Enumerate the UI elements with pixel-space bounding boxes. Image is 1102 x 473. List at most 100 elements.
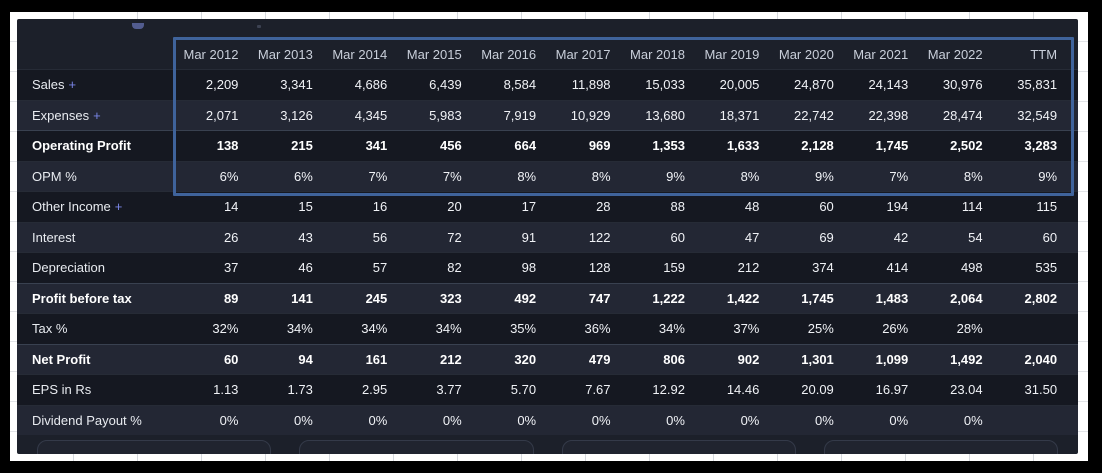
value-cell: 141 (291, 290, 313, 306)
value-cell: 28% (956, 321, 983, 337)
value-cell: 22,742 (794, 107, 834, 123)
expand-plus-icon[interactable]: + (114, 199, 123, 215)
value-cell: 1,353 (652, 138, 685, 154)
table-row: Interest 26 43 56 72 91 122 60 47 69 42 54 60 (17, 221, 1078, 252)
row-label: Interest (17, 230, 176, 245)
growth-cards-row (37, 440, 1058, 454)
value-cell: 1,745 (875, 138, 909, 154)
expand-plus-icon[interactable]: + (93, 107, 101, 123)
value-cell: 23.04 (950, 382, 983, 398)
value-cell (995, 321, 1069, 336)
value-cell: 535 (1035, 260, 1058, 276)
value-cell: 57 (372, 260, 388, 276)
value-cell: 91 (521, 229, 537, 245)
value-cell: 7% (889, 168, 909, 184)
value-cell: 969 (588, 138, 611, 154)
value-cell: 7% (442, 168, 462, 184)
value-cell: 16 (372, 199, 388, 215)
value-cell: 24,870 (794, 77, 834, 93)
table-row: Depreciation 37 46 57 82 98 128 159 212 374 414 498… (17, 252, 1078, 283)
value-cell: 36% (584, 321, 611, 337)
value-cell: 374 (812, 260, 834, 276)
value-cell: 1,422 (726, 290, 760, 306)
value-cell: 0% (815, 412, 834, 428)
column-header: Mar 2013 (257, 46, 313, 62)
row-label-text: Other Income (32, 199, 111, 215)
value-cell: 3.77 (436, 382, 462, 398)
value-cell (995, 413, 1069, 428)
value-cell: 341 (365, 138, 388, 154)
value-cell: 1,222 (652, 290, 685, 306)
row-label[interactable]: Sales + (17, 77, 176, 92)
row-label: EPS in Rs (17, 382, 176, 397)
value-cell: 15,033 (645, 77, 685, 93)
cropped-glyph (132, 23, 144, 29)
value-cell: 24,143 (868, 77, 909, 93)
value-cell: 0% (889, 412, 909, 428)
growth-card-stub (823, 440, 1058, 454)
value-cell: 28,474 (942, 107, 983, 123)
row-label: Operating Profit (17, 138, 176, 153)
value-cell: 0% (740, 412, 760, 428)
cropped-glyph (257, 25, 261, 28)
value-cell: 34% (286, 321, 313, 337)
value-cell: 212 (439, 351, 462, 367)
value-cell: 3,126 (280, 107, 313, 123)
value-cell: 56 (372, 229, 388, 245)
value-cell: 0% (666, 412, 685, 428)
value-cell: 89 (223, 290, 239, 306)
value-cell: 245 (365, 290, 388, 306)
row-label: OPM % (17, 169, 176, 184)
value-cell: 115 (1036, 199, 1058, 215)
value-cell: 492 (514, 290, 537, 306)
value-cell: 4,345 (354, 107, 388, 123)
value-cell: 48 (744, 199, 760, 215)
value-cell: 15 (298, 199, 313, 215)
profit-loss-table-panel: Mar 2012 Mar 2013 Mar 2014 Mar 2015 Mar 2016… (17, 19, 1078, 454)
value-cell: 2,502 (950, 138, 983, 154)
value-cell: 8% (740, 168, 760, 184)
row-label-text: Profit before tax (32, 290, 132, 306)
value-cell: 32,549 (1017, 107, 1058, 123)
value-cell: 7.67 (585, 382, 611, 398)
value-cell: 12.92 (652, 382, 685, 398)
value-cell: 9% (815, 168, 834, 184)
value-cell: 128 (588, 260, 611, 276)
value-cell: 10,929 (570, 107, 611, 123)
value-cell: 20.09 (801, 382, 834, 398)
value-cell: 94 (298, 351, 313, 367)
value-cell: 2,040 (1024, 351, 1058, 367)
value-cell: 138 (216, 138, 239, 154)
value-cell: 161 (365, 351, 388, 367)
table-row: Sales +2,209 3,341 4,686 6,439 8,584 11,898 15,… (17, 69, 1078, 100)
value-cell: 1,745 (801, 290, 834, 306)
table-row: EPS in Rs 1.13 1.73 2.95 3.77 5.70 7.67 12.92 14… (17, 374, 1078, 405)
value-cell: 18,371 (719, 107, 760, 123)
value-cell: 320 (514, 351, 537, 367)
value-cell: 37% (733, 321, 760, 337)
expand-plus-icon[interactable]: + (68, 77, 77, 93)
value-cell: 8% (963, 168, 983, 184)
value-cell: 0% (294, 412, 313, 428)
value-cell: 20,005 (719, 77, 760, 93)
table-row: Expenses +2,071 3,126 4,345 5,983 7,919 10,929… (17, 99, 1078, 130)
table-row: Operating Profit 138 215 341 456 664 969 1,353 1… (17, 130, 1078, 161)
value-cell: 7,919 (503, 107, 537, 123)
value-cell: 17 (521, 199, 537, 215)
value-cell: 9% (666, 168, 685, 184)
table-row: Other Income +14 15 16 20 17 28 88 48 60 194 114 115 (17, 191, 1078, 222)
value-cell: 26% (882, 321, 909, 337)
column-header: Mar 2018 (630, 46, 685, 62)
table-row: OPM % 6% 6% 7% 7% 8% 8% 9% 8% 9% 7% 8% 9% (17, 160, 1078, 191)
column-header: Mar 2016 (481, 46, 537, 62)
row-label-text: Interest (32, 229, 76, 245)
value-cell: 498 (960, 260, 983, 276)
value-cell: 2,128 (801, 138, 834, 154)
value-cell: 34% (658, 321, 685, 337)
row-label[interactable]: Expenses + (17, 108, 176, 123)
column-header: Mar 2019 (704, 46, 760, 62)
value-cell: 2.95 (361, 382, 388, 398)
row-label[interactable]: Other Income + (17, 199, 176, 214)
value-cell: 31.50 (1024, 382, 1058, 398)
value-cell: 902 (737, 351, 760, 367)
